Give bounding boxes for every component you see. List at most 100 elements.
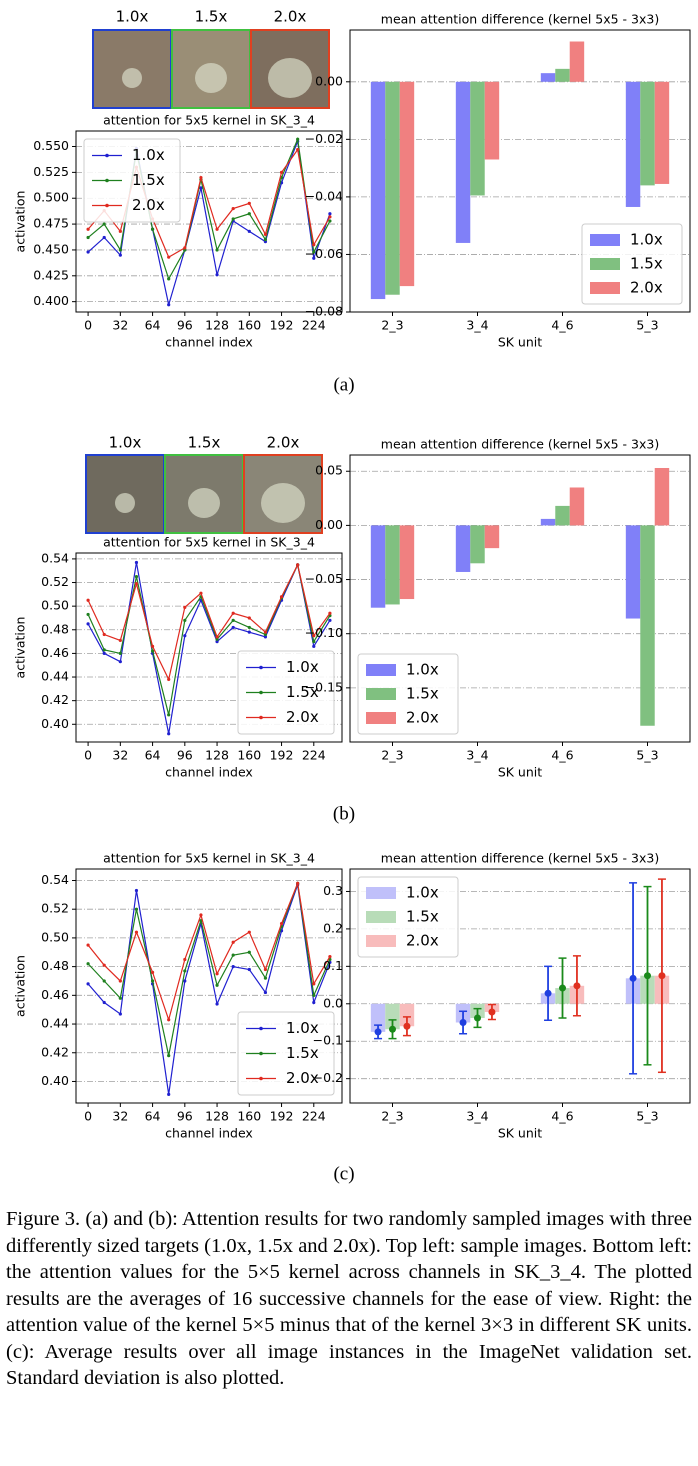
point	[199, 175, 203, 180]
legend-label: 1.0x	[132, 146, 165, 164]
y-tick-label: −0.10	[305, 625, 343, 640]
legend-patch	[366, 887, 396, 899]
x-tick-label: 3_4	[466, 1109, 488, 1124]
point	[279, 921, 284, 926]
image-object	[122, 68, 142, 88]
point	[247, 630, 251, 634]
y-tick-label: 0.50	[41, 929, 69, 944]
chart-title: mean attention difference (kernel 5x5 - …	[381, 12, 659, 27]
point	[312, 250, 316, 254]
error-marker	[488, 1008, 496, 1016]
point	[215, 639, 219, 644]
bar	[640, 81, 655, 186]
bar	[385, 1003, 400, 1030]
point	[102, 979, 106, 983]
image-label: 1.5x	[188, 434, 221, 452]
legend-label: 1.0x	[630, 231, 663, 249]
bar	[540, 518, 556, 526]
point	[247, 201, 251, 205]
x-tick-label: 4_6	[551, 748, 573, 763]
legend-label: 1.5x	[406, 685, 439, 703]
x-axis-label: SK unit	[498, 1126, 542, 1141]
point	[263, 238, 268, 242]
legend-marker	[105, 203, 109, 208]
bar	[455, 525, 471, 572]
legend-patch	[366, 935, 396, 947]
point	[231, 206, 235, 211]
plot-frame	[349, 29, 691, 313]
point	[231, 217, 235, 221]
x-tick-label: 128	[205, 318, 229, 333]
point	[134, 888, 139, 893]
x-tick-label: 0	[84, 318, 92, 333]
legend-label: 2.0x	[286, 1069, 319, 1087]
point	[279, 170, 284, 174]
point	[263, 630, 268, 634]
point	[263, 990, 268, 995]
point	[312, 1000, 316, 1005]
point	[102, 222, 106, 226]
legend-label: 2.0x	[406, 709, 439, 727]
point	[183, 618, 187, 622]
point	[328, 611, 332, 615]
error-marker	[389, 1025, 396, 1033]
point	[134, 930, 139, 934]
x-tick-label: 5_3	[636, 318, 658, 333]
point	[167, 255, 171, 259]
chart-title: attention for 5x5 kernel in SK_3_4	[103, 535, 315, 550]
legend-patch	[366, 664, 396, 676]
point	[102, 1000, 106, 1005]
legend-box	[237, 650, 335, 735]
plot-frame	[75, 552, 343, 743]
panel-label: (b)	[333, 803, 355, 824]
legend-label: 1.5x	[406, 908, 439, 926]
image-object	[188, 488, 220, 518]
x-tick-label: 192	[270, 748, 294, 763]
legend-label: 1.0x	[286, 658, 319, 676]
legend-label: 1.5x	[286, 683, 319, 701]
point	[231, 940, 235, 944]
y-tick-label: −0.06	[305, 246, 343, 261]
bar	[540, 73, 556, 82]
x-axis-label: SK unit	[498, 335, 542, 350]
y-tick-label: −0.1	[313, 1033, 343, 1048]
y-tick-label: 0.2	[323, 920, 343, 935]
point	[118, 660, 122, 664]
point	[215, 1002, 219, 1006]
legend-marker	[105, 153, 109, 158]
point	[199, 186, 203, 190]
point	[247, 967, 251, 972]
y-tick-label: −0.15	[305, 679, 343, 694]
x-tick-label: 128	[205, 1109, 229, 1124]
bar	[455, 81, 471, 243]
point	[263, 232, 268, 237]
image-label: 2.0x	[274, 8, 307, 26]
point	[215, 273, 219, 277]
x-tick-label: 224	[302, 318, 326, 333]
point	[231, 625, 235, 630]
legend-patch	[590, 282, 620, 294]
point	[167, 1092, 171, 1096]
point	[215, 983, 219, 987]
point	[150, 227, 155, 231]
error-marker	[403, 1022, 411, 1030]
point	[118, 253, 122, 257]
panel-label: (a)	[333, 374, 354, 395]
x-tick-label: 64	[145, 1109, 161, 1124]
error-marker	[474, 1014, 481, 1022]
point	[86, 612, 90, 617]
error-marker	[658, 972, 666, 980]
legend-label: 1.5x	[132, 171, 165, 189]
y-tick-label: −0.02	[305, 131, 343, 146]
x-tick-label: 32	[112, 1109, 128, 1124]
point	[247, 625, 251, 630]
bar	[654, 467, 670, 526]
image-object	[115, 493, 135, 513]
point	[263, 632, 268, 637]
point	[263, 976, 268, 980]
point	[296, 137, 300, 141]
x-tick-label: 0	[84, 1109, 92, 1124]
bar	[385, 525, 400, 605]
legend-marker	[259, 690, 263, 695]
point	[86, 598, 90, 602]
